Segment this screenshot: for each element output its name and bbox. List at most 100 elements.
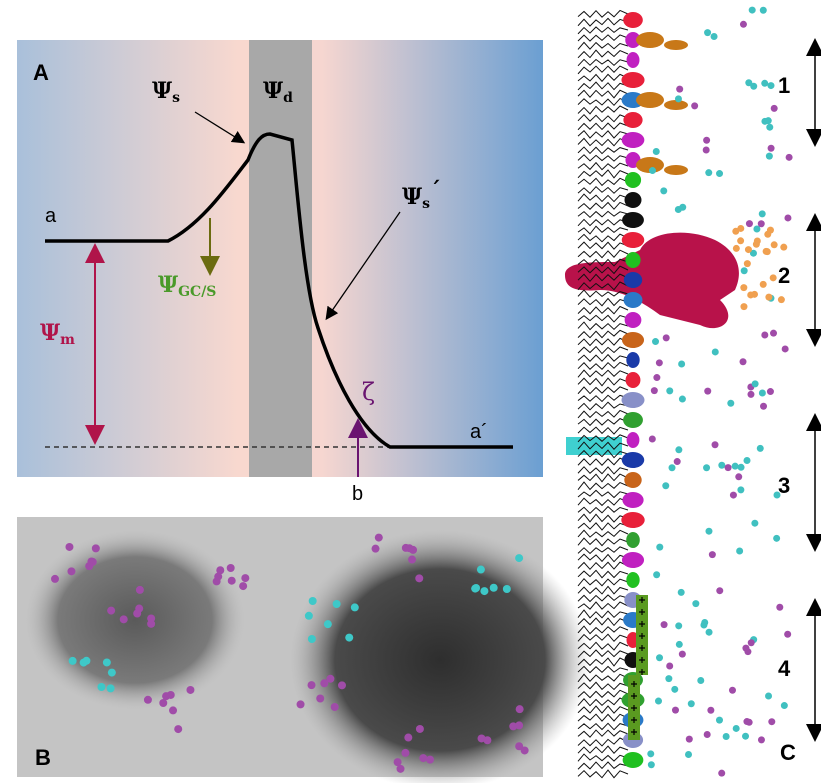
ion [167, 691, 175, 699]
ion [679, 204, 686, 211]
ion [92, 544, 100, 552]
lipid-tail [578, 27, 628, 34]
head-group [623, 112, 642, 128]
lipid-tail [578, 322, 628, 330]
ion [679, 396, 686, 403]
panel-b: B [17, 517, 590, 783]
figure: A Ψs Ψd a ΨGC/S Ψm Ψs´ ζ a´ b B C 1234 [0, 0, 821, 783]
ion [686, 736, 693, 743]
head-group [626, 352, 639, 368]
ion [404, 734, 412, 742]
ion [767, 388, 774, 395]
panel-label: B [35, 745, 51, 770]
ion [705, 169, 712, 176]
ion [704, 29, 711, 36]
head-group [623, 752, 644, 768]
lipid-tail [578, 131, 628, 138]
ion [678, 361, 685, 368]
lipid-tail [578, 211, 628, 217]
head-group [621, 392, 644, 408]
lipid-tail [578, 402, 628, 410]
lipid-tail [578, 514, 628, 522]
lipid-tail [578, 234, 628, 242]
ion [324, 620, 332, 628]
lipid-tail [578, 347, 628, 354]
ion [648, 761, 655, 768]
ion [784, 214, 791, 221]
ion [675, 95, 682, 102]
lipid-tail [578, 50, 628, 58]
lipid-tail [578, 170, 628, 178]
ion [768, 145, 775, 152]
ion [703, 464, 710, 471]
ion [679, 651, 686, 658]
lipid-tail [578, 706, 628, 713]
lipid-tail [578, 595, 628, 602]
lipid-tail [578, 155, 628, 161]
ion [770, 274, 777, 281]
lipid-tail [578, 362, 628, 369]
ion [666, 387, 673, 394]
ion [65, 543, 73, 551]
region-label: 2 [778, 263, 790, 288]
subscript: s [172, 90, 180, 106]
lipid-tail [578, 530, 628, 537]
ion [770, 330, 777, 337]
ion [781, 702, 788, 709]
ion [351, 603, 359, 611]
ion [704, 388, 711, 395]
ion [771, 241, 778, 248]
lipid-tail [578, 194, 628, 201]
ion [656, 654, 663, 661]
panel-label: C [780, 740, 796, 765]
ion [676, 641, 683, 648]
ion [748, 639, 755, 646]
ion [82, 657, 90, 665]
panel-label: A [33, 60, 49, 85]
lipid-tail [578, 35, 628, 41]
ion [744, 457, 751, 464]
ion [760, 403, 767, 410]
symbol: Ψ [263, 78, 283, 104]
ion [397, 765, 405, 773]
ion [765, 294, 772, 301]
ion [746, 719, 753, 726]
ion [419, 754, 427, 762]
panel-c: C 1234 [565, 7, 815, 778]
ion [174, 725, 182, 733]
ion [653, 374, 660, 381]
lipid-tail [578, 562, 628, 569]
ion [718, 770, 725, 777]
lipid-tail [578, 474, 628, 482]
head-group [625, 172, 641, 188]
head-group [624, 272, 642, 288]
ion [764, 231, 771, 238]
ion [765, 693, 772, 700]
ion [338, 681, 346, 689]
region-label: 3 [778, 473, 790, 498]
lipid-tail [578, 82, 628, 90]
ion [757, 445, 764, 452]
head-group [627, 52, 640, 68]
ion [405, 544, 413, 552]
lipid-tail [578, 610, 628, 618]
head-group [625, 252, 640, 268]
ion [733, 245, 740, 252]
ion [773, 535, 780, 542]
head-group [622, 132, 645, 148]
ion [333, 600, 341, 608]
lipid-tail [578, 66, 628, 74]
lipid-tail [578, 538, 628, 546]
ion [408, 556, 416, 564]
dark-region [290, 530, 590, 783]
head-group [622, 232, 645, 248]
lipid-tail [578, 147, 628, 154]
ion [742, 733, 749, 740]
ion [766, 124, 773, 131]
ion [97, 683, 105, 691]
head-group [622, 212, 644, 228]
ion [780, 244, 787, 251]
ion [759, 210, 766, 217]
ion [725, 464, 732, 471]
lipid-tail [578, 250, 628, 257]
